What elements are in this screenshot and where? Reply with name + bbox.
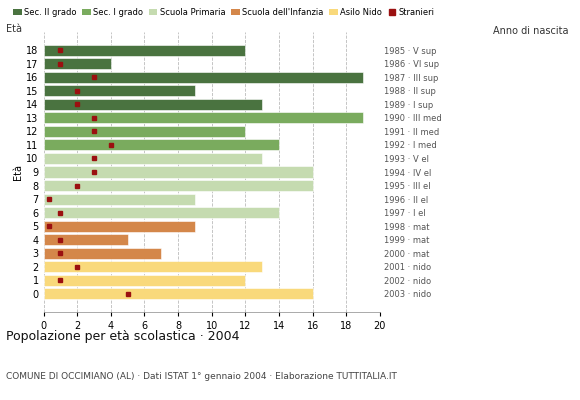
Bar xyxy=(44,248,161,259)
Bar xyxy=(44,72,363,83)
Bar xyxy=(44,112,363,124)
Text: COMUNE DI OCCIMIANO (AL) · Dati ISTAT 1° gennaio 2004 · Elaborazione TUTTITALIA.: COMUNE DI OCCIMIANO (AL) · Dati ISTAT 1°… xyxy=(6,372,397,381)
Bar xyxy=(44,153,262,164)
Bar xyxy=(44,126,245,137)
Bar xyxy=(44,275,245,286)
Text: Anno di nascita: Anno di nascita xyxy=(493,26,568,36)
Y-axis label: Età: Età xyxy=(13,164,23,180)
Bar xyxy=(44,85,195,96)
Bar xyxy=(44,194,195,204)
Bar xyxy=(44,99,262,110)
Bar xyxy=(44,58,111,69)
Text: Età: Età xyxy=(6,24,22,34)
Bar xyxy=(44,234,128,245)
Bar xyxy=(44,180,313,191)
Bar xyxy=(44,220,195,232)
Text: Popolazione per età scolastica · 2004: Popolazione per età scolastica · 2004 xyxy=(6,330,240,343)
Bar xyxy=(44,207,279,218)
Bar xyxy=(44,45,245,56)
Legend: Sec. II grado, Sec. I grado, Scuola Primaria, Scuola dell'Infanzia, Asilo Nido, : Sec. II grado, Sec. I grado, Scuola Prim… xyxy=(10,4,438,20)
Bar xyxy=(44,140,279,150)
Bar xyxy=(44,288,313,299)
Bar xyxy=(44,261,262,272)
Bar xyxy=(44,166,313,178)
